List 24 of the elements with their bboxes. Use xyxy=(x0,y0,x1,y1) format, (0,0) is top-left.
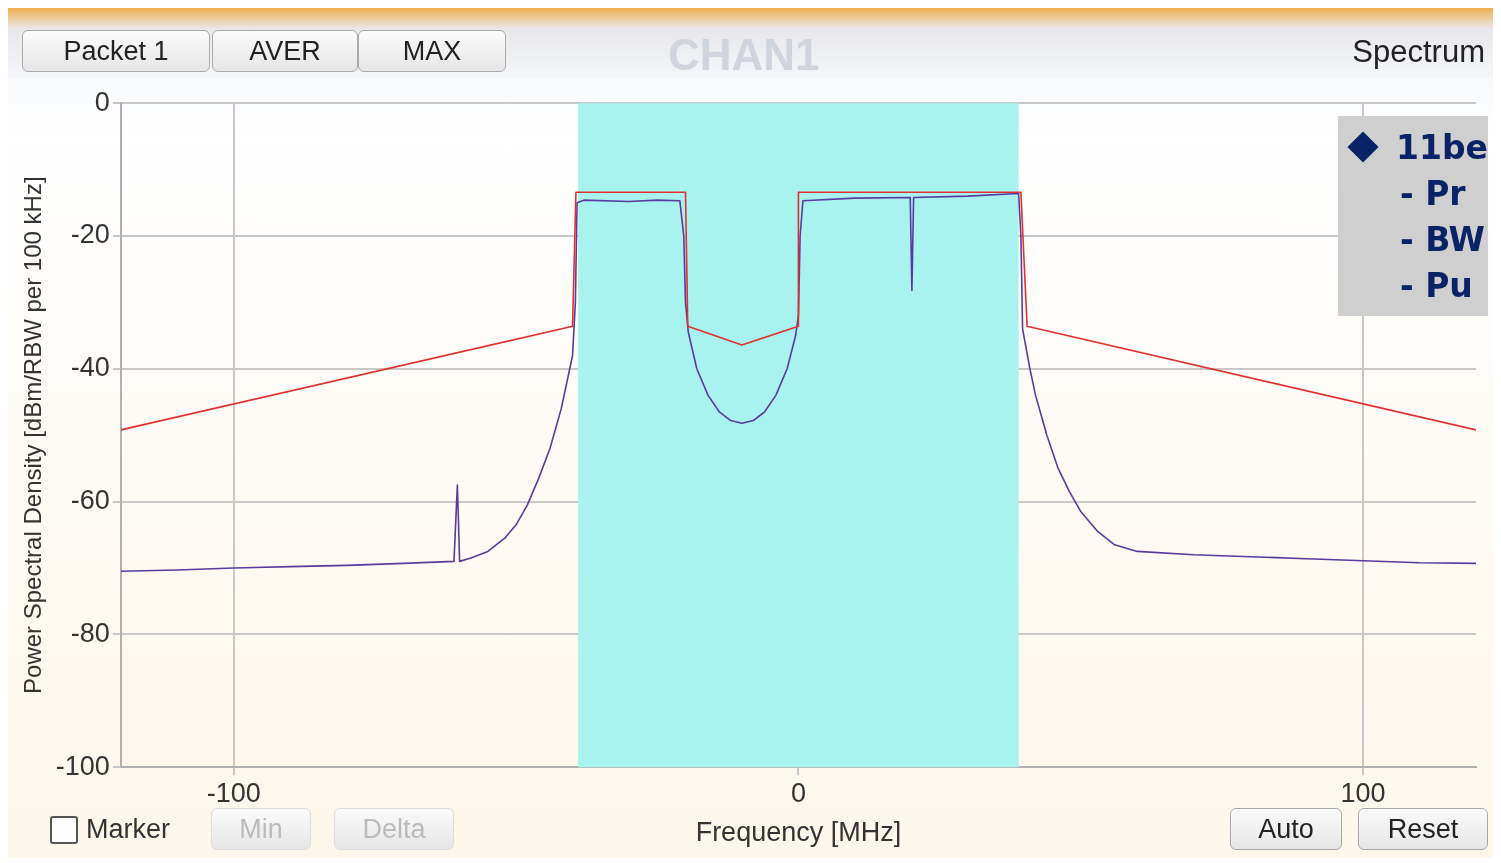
text: Reset xyxy=(1358,808,1488,850)
text: AVER xyxy=(212,30,358,72)
text: Auto xyxy=(1230,808,1342,850)
y-axis-title: Power Spectral Density [dBm/RBW per 100 kHz] xyxy=(19,176,47,694)
chart-title: Spectrum xyxy=(1352,34,1485,70)
y-tick-label: -60 xyxy=(70,485,110,516)
x-axis-title: Frequency [MHz] xyxy=(695,817,902,848)
y-tick-label: -80 xyxy=(70,617,110,648)
text: Marker xyxy=(86,814,171,845)
text: Min xyxy=(211,808,311,850)
y-tick-label: -20 xyxy=(70,219,110,250)
text: Packet 1 xyxy=(22,30,210,72)
annotation: 11be xyxy=(1396,127,1488,167)
y-tick-label: -100 xyxy=(55,750,110,781)
y-tick-label: 0 xyxy=(94,86,110,117)
annotation: - BW xyxy=(1400,219,1485,259)
text: Delta xyxy=(334,808,454,850)
annotation: - Pu xyxy=(1400,265,1473,305)
text: MAX xyxy=(358,30,506,72)
x-tick-label: -100 xyxy=(206,777,261,808)
y-tick-label: -40 xyxy=(70,352,110,383)
x-tick-label: 0 xyxy=(790,777,806,808)
x-tick-label: 100 xyxy=(1340,777,1386,808)
annotation: - Pr xyxy=(1400,173,1466,213)
